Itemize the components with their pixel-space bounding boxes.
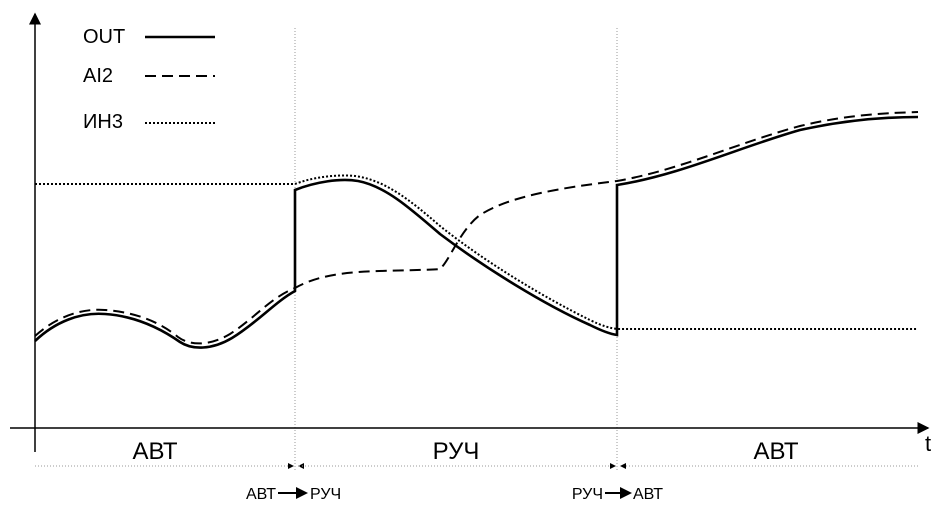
x-axis-label: t [925,431,931,456]
mode-label-auto-1: АВТ [132,438,177,465]
curve-out [34,115,919,349]
curve-ai2 [34,111,919,345]
transition-1-from: АВТ [246,486,276,503]
mode-label-manual: РУЧ [433,438,480,465]
legend-label-out: OUT [83,26,125,48]
mode-label-auto-2: АВТ [753,438,798,465]
legend-label-inz: ИН3 [83,111,123,133]
transition-2-to: АВТ [633,486,663,503]
transition-2-from: РУЧ [572,486,603,503]
legend-label-ai2: AI2 [83,65,113,87]
transition-1-to: РУЧ [310,486,341,503]
curve-inz [35,174,918,330]
